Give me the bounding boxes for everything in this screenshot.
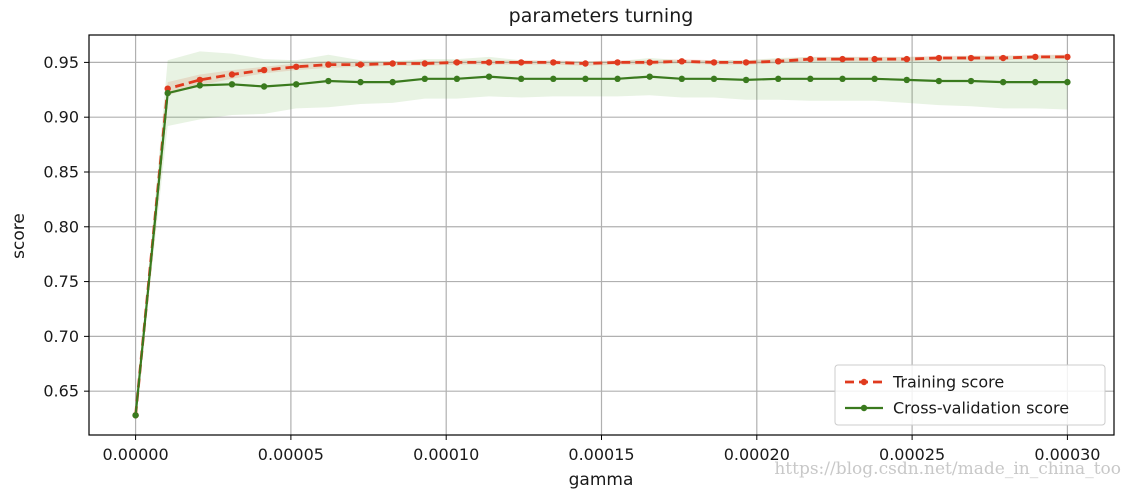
data-point (260, 66, 268, 74)
data-point (550, 59, 557, 66)
data-point (164, 89, 171, 97)
legend-label-1: Cross-validation score (893, 399, 1069, 418)
data-point (967, 77, 975, 85)
y-tick-label: 0.95 (43, 53, 79, 72)
data-point (421, 60, 428, 67)
data-point (325, 77, 332, 85)
watermark: https://blog.csdn.net/made_in_china_too (774, 459, 1121, 479)
data-point (646, 73, 653, 80)
x-tick-label: 0.00030 (1034, 445, 1100, 464)
data-point (453, 75, 461, 83)
series-points (132, 53, 1071, 419)
legend: Training score Cross-validation score (834, 364, 1106, 426)
y-tick-label: 0.70 (43, 327, 79, 346)
data-point (357, 78, 364, 86)
data-point (582, 60, 589, 67)
data-point (325, 61, 332, 68)
data-point (485, 59, 493, 66)
data-point (517, 75, 525, 83)
data-point (421, 75, 428, 83)
y-axis-ticks: 0.65 0.70 0.75 0.80 0.85 0.90 0.95 (43, 53, 89, 401)
data-point (389, 60, 396, 67)
data-point (614, 75, 621, 83)
x-axis-label: gamma (569, 470, 634, 490)
data-point (1032, 53, 1039, 61)
data-point (293, 63, 300, 70)
data-point (550, 75, 557, 83)
data-point (132, 412, 139, 419)
y-tick-label: 0.65 (43, 382, 79, 401)
x-tick-label: 0.00025 (879, 445, 945, 464)
data-point (871, 55, 878, 63)
data-point (1032, 78, 1039, 86)
data-point (903, 55, 910, 63)
data-point (999, 78, 1007, 86)
series-line-0 (134, 55, 1068, 416)
series-lines (134, 55, 1068, 416)
y-tick-label: 0.85 (43, 162, 79, 181)
data-point (903, 76, 910, 84)
data-point (678, 58, 686, 65)
y-axis-label: score (9, 213, 29, 259)
std-band-1 (135, 51, 1068, 416)
x-tick-label: 0.00005 (258, 445, 324, 464)
legend-marker-1 (860, 404, 868, 412)
data-point (357, 61, 364, 68)
data-point (582, 75, 589, 83)
data-point (485, 73, 493, 80)
data-point (196, 82, 204, 89)
data-point (935, 77, 943, 85)
data-point (807, 75, 814, 83)
x-tick-label: 0.00000 (103, 445, 169, 464)
x-tick-label: 0.00010 (413, 445, 479, 464)
data-point (807, 55, 814, 63)
data-point (196, 76, 204, 84)
data-point (164, 85, 171, 92)
series-line-1 (134, 75, 1068, 416)
y-tick-label: 0.80 (43, 217, 79, 236)
data-point (710, 75, 718, 83)
legend-frame (834, 364, 1106, 426)
data-point (1064, 78, 1071, 86)
data-point (839, 55, 846, 63)
data-point (775, 75, 782, 83)
data-point (742, 76, 750, 84)
data-point (228, 71, 236, 78)
data-point (453, 59, 461, 66)
x-tick-label: 0.00015 (568, 445, 634, 464)
data-point (742, 59, 750, 66)
std-bands (135, 51, 1068, 416)
data-point (871, 75, 878, 83)
data-point (1064, 53, 1071, 61)
data-point (775, 58, 782, 65)
y-tick-label: 0.90 (43, 108, 79, 127)
data-point (260, 83, 268, 90)
x-tick-label: 0.00020 (724, 445, 790, 464)
data-point (228, 81, 236, 88)
data-point (839, 75, 846, 83)
data-point (999, 54, 1007, 62)
data-point (517, 59, 525, 66)
data-point (967, 54, 975, 62)
data-point (935, 54, 943, 62)
data-point (678, 75, 686, 83)
x-axis-ticks: 0.00000 0.00005 0.00010 0.00015 0.00020 0.000… (103, 435, 1100, 464)
data-point (646, 59, 653, 66)
legend-label-0: Training score (892, 373, 1004, 392)
data-point (614, 59, 621, 66)
chart-title: parameters turning (509, 5, 694, 27)
data-point (710, 59, 718, 66)
y-tick-label: 0.75 (43, 272, 79, 291)
data-point (389, 78, 396, 86)
data-point (293, 81, 300, 88)
legend-marker-0 (860, 378, 868, 386)
